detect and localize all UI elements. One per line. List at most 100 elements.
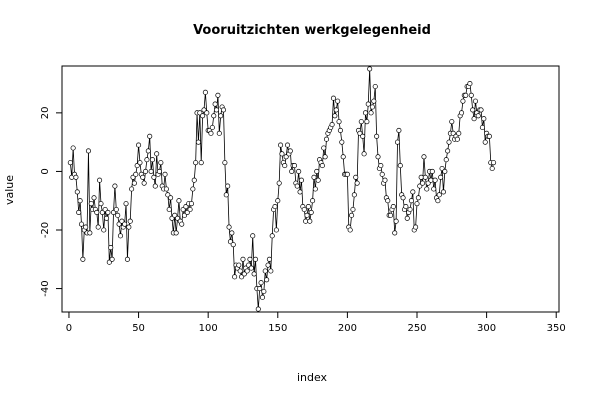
data-point [374, 133, 380, 139]
data-point [347, 227, 353, 233]
data-point [156, 168, 163, 174]
data-point [264, 277, 270, 283]
data-point [421, 154, 427, 160]
x-tick-label: 100 [199, 323, 218, 334]
data-point [215, 92, 221, 98]
data-point [491, 160, 497, 166]
data-point [218, 113, 224, 119]
data-point [123, 201, 129, 207]
data-point [410, 189, 416, 195]
data-point [166, 206, 172, 213]
x-tick-label: 150 [268, 323, 287, 334]
data-point [449, 119, 455, 125]
data-point [168, 195, 174, 201]
data-point [378, 163, 384, 169]
data-point [158, 160, 164, 166]
data-point [308, 209, 314, 215]
data-point [226, 224, 232, 230]
data-point [294, 183, 300, 189]
data-point [296, 168, 302, 174]
data-point [70, 145, 76, 151]
data-point [322, 154, 328, 160]
data-point [76, 209, 82, 215]
data-point [98, 201, 104, 207]
data-point [428, 177, 434, 183]
data-point [269, 233, 275, 239]
data-point [149, 157, 156, 163]
data-point [403, 204, 409, 210]
data-point [154, 151, 160, 157]
data-point [83, 224, 89, 230]
data-point [273, 227, 279, 233]
data-point [479, 124, 485, 131]
data-point [390, 204, 396, 210]
data-point [85, 148, 92, 154]
data-point [284, 142, 291, 148]
data-point [407, 206, 413, 213]
data-point [78, 221, 85, 227]
data-point [414, 201, 420, 207]
data-point [371, 98, 377, 104]
data-point [360, 133, 366, 139]
data-point [471, 116, 477, 122]
data-point [77, 198, 83, 204]
data-point [229, 230, 235, 236]
data-point [272, 204, 278, 210]
data-point [95, 224, 101, 230]
data-point [332, 113, 338, 119]
data-point [141, 180, 147, 186]
data-point [112, 183, 118, 189]
data-point [454, 136, 460, 142]
data-point [117, 233, 124, 239]
x-axis-label: index [297, 371, 328, 384]
data-point [115, 212, 121, 218]
y-axis: -40 -20 0 20 [40, 106, 63, 297]
data-point [429, 168, 435, 174]
data-point [344, 171, 350, 177]
data-point [470, 107, 476, 113]
data-point [438, 174, 444, 180]
data-point [404, 215, 410, 221]
data-point [361, 151, 367, 157]
data-point [94, 209, 100, 215]
data-point [330, 95, 337, 101]
data-point [74, 189, 80, 195]
data-point [129, 186, 135, 192]
data-point [204, 110, 210, 116]
data-point [131, 180, 137, 186]
data-point [310, 198, 316, 204]
data-point [350, 206, 356, 213]
data-point [304, 212, 310, 218]
data-point [442, 168, 448, 174]
data-point [179, 221, 185, 227]
data-point [413, 224, 419, 230]
data-point [101, 227, 107, 233]
data-point [237, 268, 243, 274]
data-point [489, 165, 495, 172]
data-point [190, 186, 196, 192]
data-point [408, 198, 414, 204]
data-point [257, 286, 263, 292]
x-tick-label: 50 [132, 323, 145, 334]
data-point [225, 183, 231, 189]
data-point [275, 198, 281, 204]
data-point [392, 230, 398, 236]
data-point [222, 160, 228, 166]
data-point [151, 174, 157, 180]
data-point [424, 186, 430, 192]
data-point [297, 189, 303, 195]
data-point [223, 192, 229, 198]
data-point [349, 212, 355, 218]
data-point [145, 148, 151, 154]
data-point [104, 215, 110, 221]
chart-title: Vooruitzichten werkgelegenheid [193, 23, 431, 38]
data-point [136, 142, 142, 148]
data-point [250, 233, 256, 239]
data-point [126, 224, 132, 230]
data-point [124, 256, 130, 262]
data-point [188, 201, 195, 207]
data-point [176, 198, 182, 204]
data-point [312, 186, 318, 192]
data-point [486, 133, 492, 139]
data-point [80, 256, 86, 262]
